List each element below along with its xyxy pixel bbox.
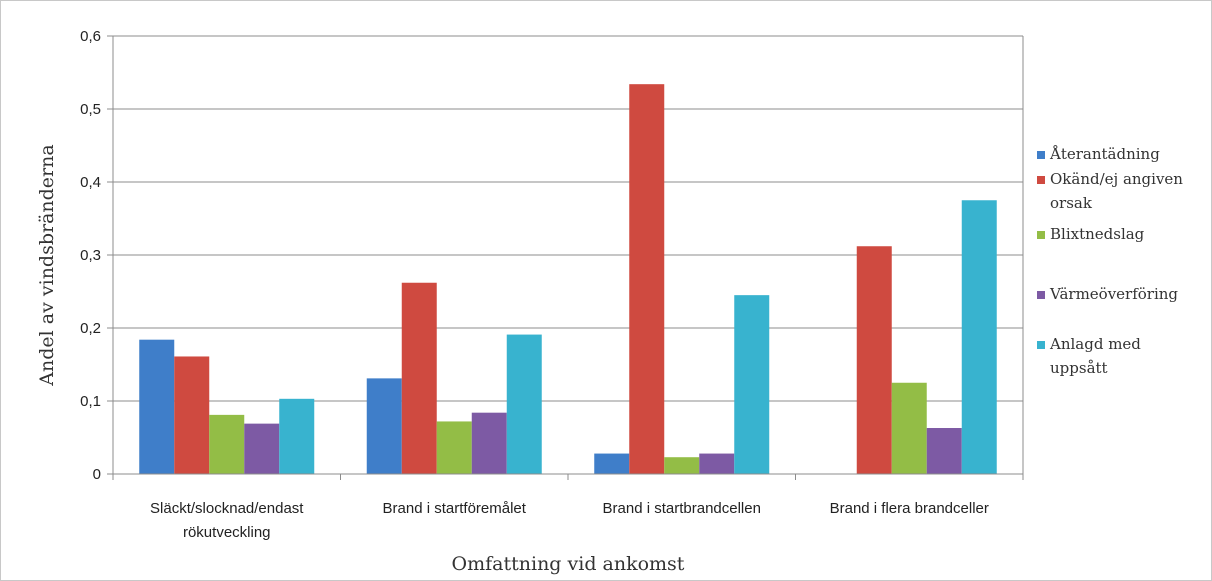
y-tick-label: 0,6 — [80, 28, 101, 45]
legend-label: Återantädning — [1049, 145, 1160, 163]
bar — [174, 356, 210, 474]
legend-label: Värmeöverföring — [1049, 285, 1178, 303]
bar — [734, 295, 770, 474]
bar — [436, 421, 472, 474]
legend-label: Blixtnedslag — [1050, 225, 1145, 243]
bar — [401, 282, 437, 474]
bar — [856, 246, 892, 474]
legend: Återantädning Okänd/ej angiven orsak Blixtn… — [1037, 145, 1183, 377]
bar — [506, 334, 542, 474]
y-tick-label: 0,4 — [80, 174, 101, 191]
bar — [209, 414, 245, 474]
x-axis-title: Omfattning vid ankomst — [452, 553, 685, 575]
bars — [139, 84, 997, 475]
bar — [664, 457, 700, 474]
axes — [107, 35, 1024, 480]
y-axis-title: Andel av vindsbränderna — [36, 144, 58, 386]
x-category-labels: Släckt/slocknad/endast rökutveckling Brand… — [150, 500, 989, 541]
bar — [139, 339, 175, 474]
y-tick-label: 0 — [93, 466, 101, 483]
bar — [926, 428, 962, 474]
bar — [961, 200, 997, 474]
legend-swatch — [1037, 151, 1045, 159]
x-category-label: Brand i startföremålet — [383, 500, 527, 517]
y-tick-label: 0,1 — [80, 393, 101, 410]
bar — [699, 453, 735, 474]
y-tick-label: 0,5 — [80, 101, 101, 118]
bar — [366, 378, 402, 474]
x-category-label: Brand i flera brandceller — [830, 500, 989, 517]
bar — [594, 453, 630, 474]
legend-swatch — [1037, 231, 1045, 239]
legend-swatch — [1037, 341, 1045, 349]
legend-swatch — [1037, 176, 1045, 184]
legend-label: Okänd/ej angiven orsak — [1050, 170, 1183, 212]
y-tick-label: 0,2 — [80, 320, 101, 337]
bar — [279, 398, 315, 474]
y-tick-labels: 0 0,1 0,2 0,3 0,4 0,5 0,6 — [80, 28, 101, 483]
x-category-label: Brand i startbrandcellen — [603, 500, 761, 517]
legend-label: Anlagd med uppsått — [1049, 335, 1141, 377]
legend-swatch — [1037, 291, 1045, 299]
bar — [891, 382, 927, 474]
bar — [244, 423, 280, 474]
bar — [471, 412, 507, 474]
bar — [629, 84, 665, 475]
x-category-label: Släckt/slocknad/endast rökutveckling — [150, 500, 304, 541]
y-tick-label: 0,3 — [80, 247, 101, 264]
